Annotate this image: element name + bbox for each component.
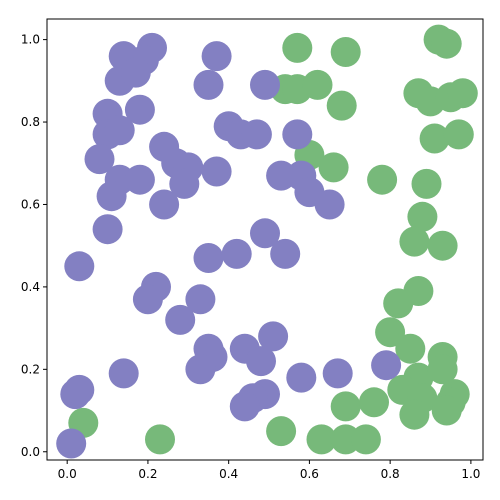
data-point-series-1 bbox=[149, 189, 180, 220]
y-tick-label: 0.2 bbox=[21, 362, 40, 376]
data-point-series-0 bbox=[145, 424, 175, 455]
data-point-series-1 bbox=[241, 119, 272, 150]
data-point-series-1 bbox=[201, 41, 232, 72]
data-point-series-0 bbox=[282, 32, 313, 63]
data-point-series-1 bbox=[108, 358, 139, 389]
data-point-series-1 bbox=[104, 115, 135, 146]
y-tick-label: 0.0 bbox=[21, 445, 40, 459]
data-point-series-1 bbox=[56, 428, 87, 459]
data-point-series-0 bbox=[399, 226, 430, 257]
data-point-series-1 bbox=[282, 119, 313, 150]
y-tick-label: 1.0 bbox=[21, 33, 40, 47]
data-point-series-1 bbox=[185, 284, 216, 315]
data-point-series-1 bbox=[124, 94, 155, 125]
data-point-series-1 bbox=[165, 304, 196, 335]
y-tick-label: 0.4 bbox=[21, 280, 40, 294]
x-tick-label: 1.0 bbox=[461, 467, 480, 481]
data-point-series-0 bbox=[266, 416, 297, 447]
data-point-series-0 bbox=[399, 399, 430, 430]
data-point-series-0 bbox=[318, 152, 349, 183]
plot-frame bbox=[46, 18, 484, 461]
data-point-series-0 bbox=[443, 119, 474, 150]
y-tick-label: 0.6 bbox=[21, 197, 40, 211]
data-point-series-0 bbox=[302, 69, 333, 100]
data-point-series-0 bbox=[330, 391, 361, 422]
data-point-series-0 bbox=[447, 78, 478, 109]
data-point-series-1 bbox=[229, 391, 260, 422]
data-point-series-1 bbox=[124, 164, 155, 195]
data-point-series-1 bbox=[84, 144, 115, 175]
data-point-series-1 bbox=[250, 69, 280, 100]
data-point-series-0 bbox=[407, 201, 438, 232]
data-point-series-0 bbox=[431, 395, 462, 426]
data-point-series-1 bbox=[185, 354, 216, 385]
data-point-series-0 bbox=[411, 168, 442, 199]
data-point-series-1 bbox=[120, 57, 151, 88]
data-point-series-1 bbox=[258, 321, 289, 352]
data-point-series-0 bbox=[367, 164, 398, 195]
data-point-series-0 bbox=[350, 424, 381, 455]
data-point-series-1 bbox=[92, 214, 123, 245]
data-point-series-1 bbox=[221, 238, 252, 269]
data-point-series-1 bbox=[64, 251, 95, 282]
ticks-layer: 0.0 0.2 0.4 0.6 0.8 1.0 0.0 0.2 0.4 0.6 0.8 1.0 bbox=[21, 33, 481, 481]
data-point-series-0 bbox=[419, 123, 450, 154]
data-point-series-1 bbox=[193, 243, 224, 273]
x-tick-label: 0.2 bbox=[138, 467, 157, 481]
data-point-series-0 bbox=[375, 317, 406, 348]
y-tick-label: 0.8 bbox=[21, 115, 40, 129]
data-point-series-1 bbox=[132, 284, 163, 315]
data-point-series-1 bbox=[193, 69, 224, 100]
x-tick-label: 0.6 bbox=[300, 467, 319, 481]
data-point-series-0 bbox=[330, 37, 361, 67]
data-point-series-0 bbox=[383, 288, 414, 319]
data-point-series-1 bbox=[286, 362, 317, 393]
data-point-series-1 bbox=[371, 350, 402, 381]
data-point-series-0 bbox=[306, 424, 337, 455]
data-point-series-0 bbox=[431, 28, 462, 59]
data-point-series-1 bbox=[250, 218, 280, 249]
x-tick-label: 0.8 bbox=[381, 467, 400, 481]
data-point-series-1 bbox=[246, 346, 276, 377]
x-tick-label: 0.4 bbox=[219, 467, 238, 481]
data-point-series-1 bbox=[201, 156, 232, 187]
points-layer bbox=[56, 24, 478, 459]
data-point-series-0 bbox=[427, 230, 458, 261]
data-point-series-1 bbox=[322, 358, 353, 389]
data-point-series-1 bbox=[96, 181, 127, 212]
data-point-series-1 bbox=[169, 168, 200, 199]
x-tick-label: 0.0 bbox=[58, 467, 77, 481]
data-point-series-1 bbox=[314, 189, 345, 220]
data-point-series-0 bbox=[359, 387, 389, 418]
data-point-series-1 bbox=[270, 238, 301, 269]
data-point-series-0 bbox=[326, 90, 357, 121]
data-point-series-1 bbox=[64, 374, 95, 405]
data-point-series-0 bbox=[395, 333, 426, 364]
data-point-series-0 bbox=[427, 354, 458, 385]
